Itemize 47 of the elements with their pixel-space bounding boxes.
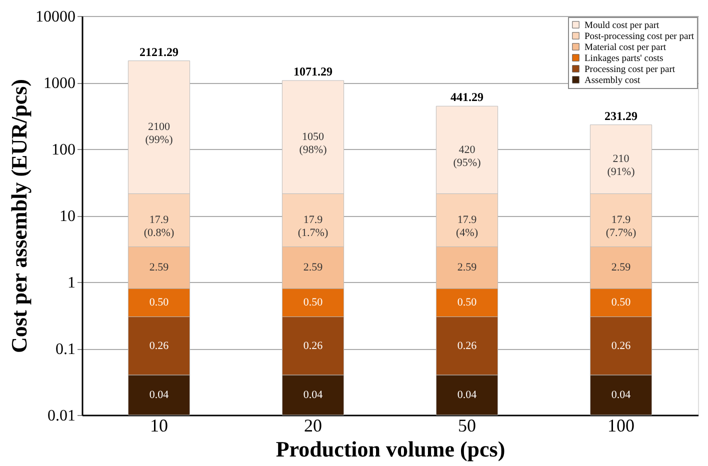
data-label: 2.59	[149, 262, 170, 274]
data-label: 0.26	[303, 340, 324, 352]
data-label: 17.9 (1.7%)	[298, 214, 328, 240]
data-label: 17.9 (7.7%)	[606, 214, 636, 240]
data-label: 420 (95%)	[453, 144, 482, 169]
data-label: 0.26	[457, 340, 478, 352]
data-label: 0.50	[303, 296, 324, 309]
total-label: 1071.29	[294, 64, 332, 79]
data-label: 0.04	[149, 388, 170, 401]
x-tick-label: 20	[304, 416, 322, 436]
y-tick-label: 1000	[44, 75, 76, 92]
x-tick-label: 100	[608, 416, 634, 436]
y-axis-title: Cost per assembly (EUR/pcs)	[6, 79, 32, 353]
data-label: 0.26	[149, 340, 170, 352]
x-tick-label: 10	[150, 416, 168, 436]
legend-label: Processing cost per part	[584, 64, 676, 75]
data-label: 0.50	[457, 296, 478, 309]
y-tick-label: 0.01	[48, 408, 76, 424]
data-label: 17.9 (0.8%)	[144, 214, 174, 240]
data-label: 2.59	[611, 262, 632, 274]
x-tick-label: 50	[458, 416, 476, 436]
data-label: 2100 (99%)	[145, 121, 174, 146]
data-label: 1050 (98%)	[299, 131, 328, 156]
x-axis-title: Production volume (pcs)	[276, 436, 506, 462]
y-tick-label: 10	[60, 208, 76, 225]
data-label: 210 (91%)	[607, 153, 636, 178]
data-label: 0.50	[611, 296, 632, 309]
data-label: 0.04	[457, 388, 478, 401]
data-label: 0.50	[149, 296, 170, 309]
data-label: 0.26	[611, 340, 632, 352]
legend-label: Material cost per part	[584, 42, 666, 53]
data-label: 2.59	[303, 262, 324, 274]
y-tick-label: 0.1	[56, 341, 76, 358]
legend-label: Assembly cost	[584, 76, 641, 86]
y-tick-label: 10000	[36, 8, 76, 26]
data-label: 0.04	[303, 388, 324, 401]
data-label: 2.59	[457, 262, 478, 274]
total-label: 231.29	[604, 108, 638, 123]
data-label: 0.04	[611, 388, 632, 401]
total-label: 441.29	[450, 90, 484, 104]
y-tick-label: 1	[68, 274, 76, 292]
legend-label: Mould cost per part	[584, 20, 660, 31]
total-label: 2121.29	[140, 44, 178, 59]
data-label: 17.9 (4%)	[456, 214, 478, 240]
legend-label: Post-processing cost per part	[584, 32, 694, 42]
y-tick-label: 100	[52, 142, 76, 158]
legend-label: Linkages parts' costs	[584, 54, 664, 64]
